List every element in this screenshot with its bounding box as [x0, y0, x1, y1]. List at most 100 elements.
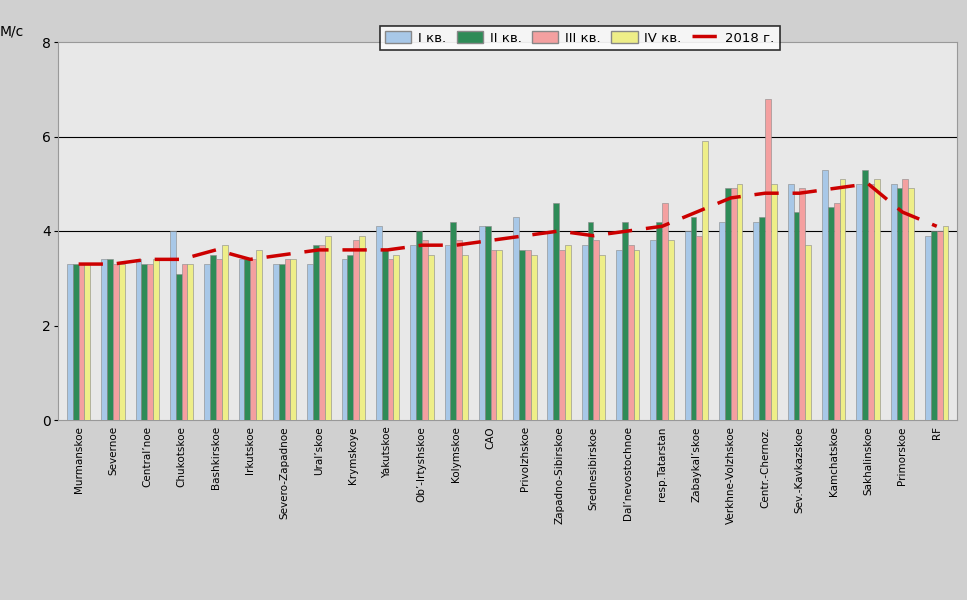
Bar [141, 264, 147, 420]
Bar [245, 259, 250, 420]
Bar [388, 259, 394, 420]
Bar [519, 250, 525, 420]
Bar [788, 184, 794, 420]
Bar [559, 250, 565, 420]
Bar [690, 217, 696, 420]
Legend: І кв., ІІ кв., ІІІ кв., ІV кв., 2018 г.: І кв., ІІ кв., ІІІ кв., ІV кв., 2018 г. [380, 26, 779, 50]
Bar [256, 250, 262, 420]
Bar [210, 254, 216, 420]
Bar [359, 236, 365, 420]
Bar [800, 188, 806, 420]
Bar [943, 226, 949, 420]
Bar [182, 264, 188, 420]
Bar [794, 212, 800, 420]
Bar [221, 245, 227, 420]
Bar [628, 245, 633, 420]
Bar [290, 259, 296, 420]
Bar [908, 188, 914, 420]
Bar [204, 264, 210, 420]
Bar [113, 264, 119, 420]
Bar [153, 259, 159, 420]
Bar [119, 264, 125, 420]
Bar [188, 264, 193, 420]
Bar [696, 236, 702, 420]
Bar [513, 217, 519, 420]
Bar [582, 245, 588, 420]
Bar [135, 259, 141, 420]
Bar [806, 245, 811, 420]
Bar [107, 259, 113, 420]
Bar [341, 259, 347, 420]
Bar [600, 254, 605, 420]
Bar [863, 170, 868, 420]
Bar [490, 250, 496, 420]
Bar [828, 208, 834, 420]
Bar [84, 264, 90, 420]
Bar [484, 226, 490, 420]
Bar [822, 170, 828, 420]
Bar [445, 245, 451, 420]
Bar [896, 188, 902, 420]
Bar [319, 245, 325, 420]
Bar [410, 245, 416, 420]
Bar [325, 236, 331, 420]
Bar [633, 250, 639, 420]
Bar [565, 245, 571, 420]
Text: М/с: М/с [0, 24, 24, 38]
Bar [834, 203, 839, 420]
Bar [547, 231, 553, 420]
Bar [839, 179, 845, 420]
Bar [594, 241, 600, 420]
Bar [737, 184, 743, 420]
Bar [874, 179, 880, 420]
Bar [347, 254, 353, 420]
Bar [891, 184, 896, 420]
Bar [759, 217, 765, 420]
Bar [496, 250, 502, 420]
Bar [765, 98, 771, 420]
Bar [73, 264, 78, 420]
Bar [719, 221, 725, 420]
Bar [170, 231, 176, 420]
Bar [657, 221, 662, 420]
Bar [176, 274, 182, 420]
Bar [479, 226, 484, 420]
Bar [78, 264, 84, 420]
Bar [525, 250, 531, 420]
Bar [857, 184, 863, 420]
Bar [925, 236, 931, 420]
Bar [376, 226, 382, 420]
Bar [216, 259, 221, 420]
Bar [416, 231, 422, 420]
Bar [313, 245, 319, 420]
Bar [102, 259, 107, 420]
Bar [725, 188, 731, 420]
Bar [622, 221, 628, 420]
Bar [273, 264, 278, 420]
Bar [308, 264, 313, 420]
Bar [427, 254, 433, 420]
Bar [868, 184, 874, 420]
Bar [553, 203, 559, 420]
Bar [668, 241, 674, 420]
Bar [702, 141, 708, 420]
Bar [937, 231, 943, 420]
Bar [753, 221, 759, 420]
Bar [588, 221, 594, 420]
Bar [771, 184, 777, 420]
Bar [278, 264, 284, 420]
Bar [685, 231, 690, 420]
Bar [462, 254, 468, 420]
Bar [422, 241, 427, 420]
Bar [931, 231, 937, 420]
Bar [67, 264, 73, 420]
Bar [616, 250, 622, 420]
Bar [651, 241, 657, 420]
Bar [239, 259, 245, 420]
Bar [731, 188, 737, 420]
Bar [456, 241, 462, 420]
Bar [353, 241, 359, 420]
Bar [147, 264, 153, 420]
Bar [250, 259, 256, 420]
Bar [662, 203, 668, 420]
